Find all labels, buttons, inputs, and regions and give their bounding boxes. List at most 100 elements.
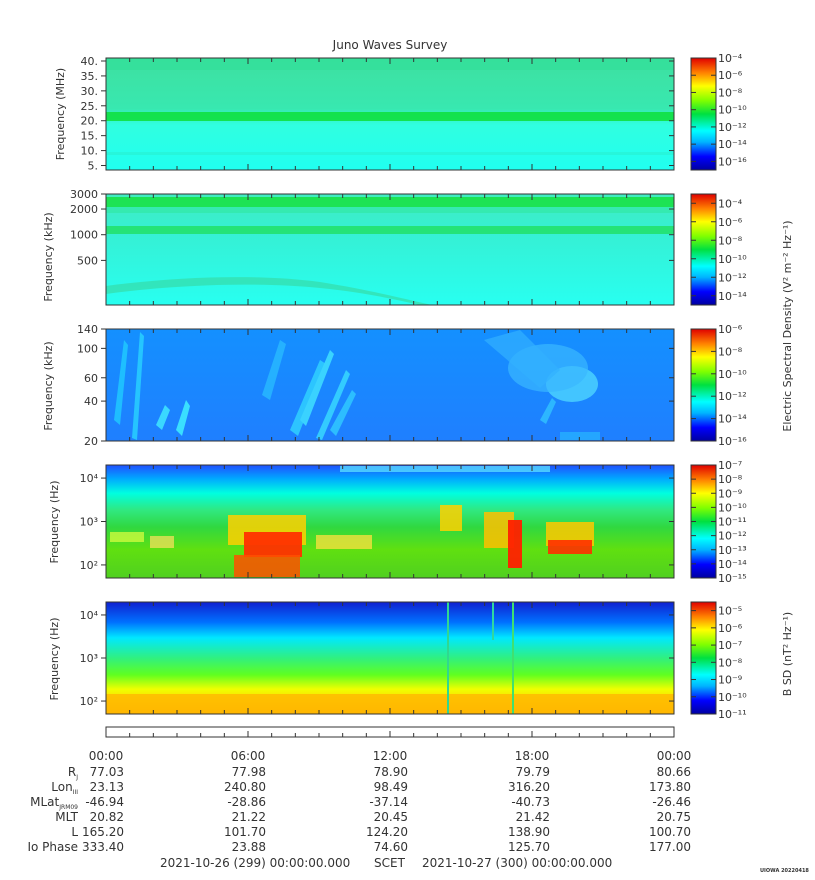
p3-cbar-label: 10⁻⁸: [718, 345, 743, 358]
ephemeris-value: 21.22: [232, 810, 266, 824]
panel-3-colorbar: [690, 328, 717, 442]
time-tick-label: 00:00: [89, 749, 124, 763]
ephemeris-value: 20.45: [374, 810, 408, 824]
chart-title: Juno Waves Survey: [332, 38, 448, 52]
p4-cbar-label: 10⁻⁹: [718, 487, 742, 500]
p4-cbar-label: 10⁻¹²: [718, 530, 747, 543]
panel-2-colorbar: [690, 193, 717, 306]
p1-ytick-label: 25.: [81, 100, 99, 113]
ephemeris-value: 101.70: [224, 825, 266, 839]
p2-ytick-label: 500: [77, 254, 98, 267]
p1-ytick-label: 10.: [81, 145, 99, 158]
ephemeris-value: 173.80: [649, 780, 691, 794]
p5-cbar-label: 10⁻⁵: [718, 605, 742, 618]
panel-2-arc-emission: [106, 277, 432, 305]
ephemeris-value: -46.94: [85, 795, 124, 809]
p3-cbar-label: 10⁻¹⁶: [718, 435, 747, 448]
footer-start: 2021-10-26 (299) 00:00:00.000: [160, 856, 350, 870]
ephemeris-value: 74.60: [374, 840, 408, 854]
ephemeris-value: 78.90: [374, 765, 408, 779]
ephemeris-value: -40.73: [511, 795, 550, 809]
p5-cbar-label: 10⁻¹¹: [718, 708, 747, 721]
panel-1-emission-band: [106, 112, 674, 121]
panel-1-ylabel: Frequency (MHz): [54, 68, 67, 160]
ephemeris-value: 124.20: [366, 825, 408, 839]
ephemeris-label: RJ: [68, 765, 78, 781]
ephemeris-value: 23.88: [232, 840, 266, 854]
time-tick-label: 06:00: [231, 749, 266, 763]
panel-1: Frequency (MHz) 5.10.15.20.25.30.35.40. …: [54, 52, 747, 173]
p1-cbar-label: 10⁻¹²: [718, 121, 747, 134]
ephemeris-value: 100.70: [649, 825, 691, 839]
p3-cbar-label: 10⁻⁶: [718, 323, 743, 336]
panel-4-spectrogram: [106, 465, 674, 578]
colorbar-label-electric: Electric Spectral Density (V² m⁻² Hz⁻¹): [781, 220, 794, 431]
panel-2-ylabel: Frequency (kHz): [42, 212, 55, 301]
p2-ytick-label: 2000: [70, 203, 98, 216]
panel-5-ylabel: Frequency (Hz): [48, 618, 61, 701]
ephemeris-label: Io Phase: [27, 840, 78, 854]
p3-cbar-label: 10⁻¹⁴: [718, 413, 747, 426]
p4-ytick-label: 10²: [80, 559, 98, 572]
ephemeris-value: 20.75: [657, 810, 691, 824]
p1-cbar-label: 10⁻⁸: [718, 86, 743, 99]
p3-ytick-label: 60: [84, 372, 98, 385]
p1-ytick-label: 5.: [88, 160, 99, 173]
p5-cbar-label: 10⁻⁹: [718, 674, 742, 687]
time-tick-label: 00:00: [657, 749, 692, 763]
time-tick-label: 18:00: [515, 749, 550, 763]
ephemeris-value: 80.66: [657, 765, 691, 779]
ephemeris-value: 177.00: [649, 840, 691, 854]
time-tick-label: 12:00: [373, 749, 408, 763]
ephemeris-value: 20.82: [90, 810, 124, 824]
panel-4-ylabel: Frequency (Hz): [48, 481, 61, 564]
panel-4-intense-regions: [110, 505, 594, 577]
panel-3-ylabel: Frequency (kHz): [42, 341, 55, 430]
panel-3-bursts: [114, 330, 600, 440]
p2-ytick-label: 3000: [70, 188, 98, 201]
ephemeris-label: MLT: [55, 810, 78, 824]
panel-2: Frequency (kHz) 500 1000 2000 3000 10⁻⁴ 10⁻⁶…: [42, 188, 747, 306]
p4-cbar-label: 10⁻¹¹: [718, 516, 747, 529]
p1-cbar-label: 10⁻⁴: [718, 52, 743, 65]
p2-cbar-label: 10⁻⁴: [718, 197, 743, 210]
footer-stamp: UIOWA 20220418: [760, 868, 809, 874]
ephemeris-value: 165.20: [82, 825, 124, 839]
ephemeris-value: 240.80: [224, 780, 266, 794]
p3-cbar-label: 10⁻¹²: [718, 390, 747, 403]
p1-ytick-label: 20.: [81, 115, 99, 128]
ephemeris-value: -28.86: [227, 795, 266, 809]
p1-cbar-label: 10⁻¹⁰: [718, 104, 747, 117]
p2-cbar-label: 10⁻⁸: [718, 234, 743, 247]
p1-cbar-label: 10⁻⁶: [718, 69, 743, 82]
p4-cbar-label: 10⁻¹⁴: [718, 558, 747, 571]
p3-ytick-label: 100: [77, 342, 98, 355]
p2-cbar-label: 10⁻¹²: [718, 271, 747, 284]
p3-ytick-label: 140: [77, 323, 98, 336]
p5-cbar-label: 10⁻¹⁰: [718, 691, 747, 704]
colorbar-label-magnetic: B SD (nT² Hz⁻¹): [781, 612, 794, 696]
ephemeris-value: 333.40: [82, 840, 124, 854]
panel-3: Frequency (kHz) 20 40 60 100 140 10⁻⁶ 10⁻⁸ 10⁻…: [42, 220, 794, 448]
ephemeris-label: MLatJRM09: [30, 795, 78, 811]
footer-scet: SCET: [374, 856, 406, 870]
ephemeris-label: LonIII: [51, 780, 78, 796]
panel-1-colorbar: [690, 57, 717, 171]
p1-ytick-label: 15.: [81, 130, 99, 143]
ephemeris-value: 77.98: [232, 765, 266, 779]
p4-cbar-label: 10⁻⁷: [718, 459, 742, 472]
p5-ytick-label: 10³: [80, 652, 98, 665]
p5-ytick-label: 10⁴: [80, 609, 99, 622]
p2-cbar-label: 10⁻¹⁰: [718, 253, 747, 266]
ephemeris-label: L: [71, 825, 78, 839]
p4-cbar-label: 10⁻¹³: [718, 544, 747, 557]
ephemeris-table: 00:00 06:00 12:00 18:00 00:00 RJ 77.03 77.98 78.…: [27, 749, 691, 854]
p2-cbar-label: 10⁻¹⁴: [718, 290, 747, 303]
p2-cbar-label: 10⁻⁶: [718, 216, 743, 229]
p4-cbar-label: 10⁻¹⁰: [718, 501, 747, 514]
p5-cbar-label: 10⁻⁷: [718, 639, 742, 652]
panel-5-colorbar: [690, 601, 717, 715]
ephemeris-value: -26.46: [652, 795, 691, 809]
